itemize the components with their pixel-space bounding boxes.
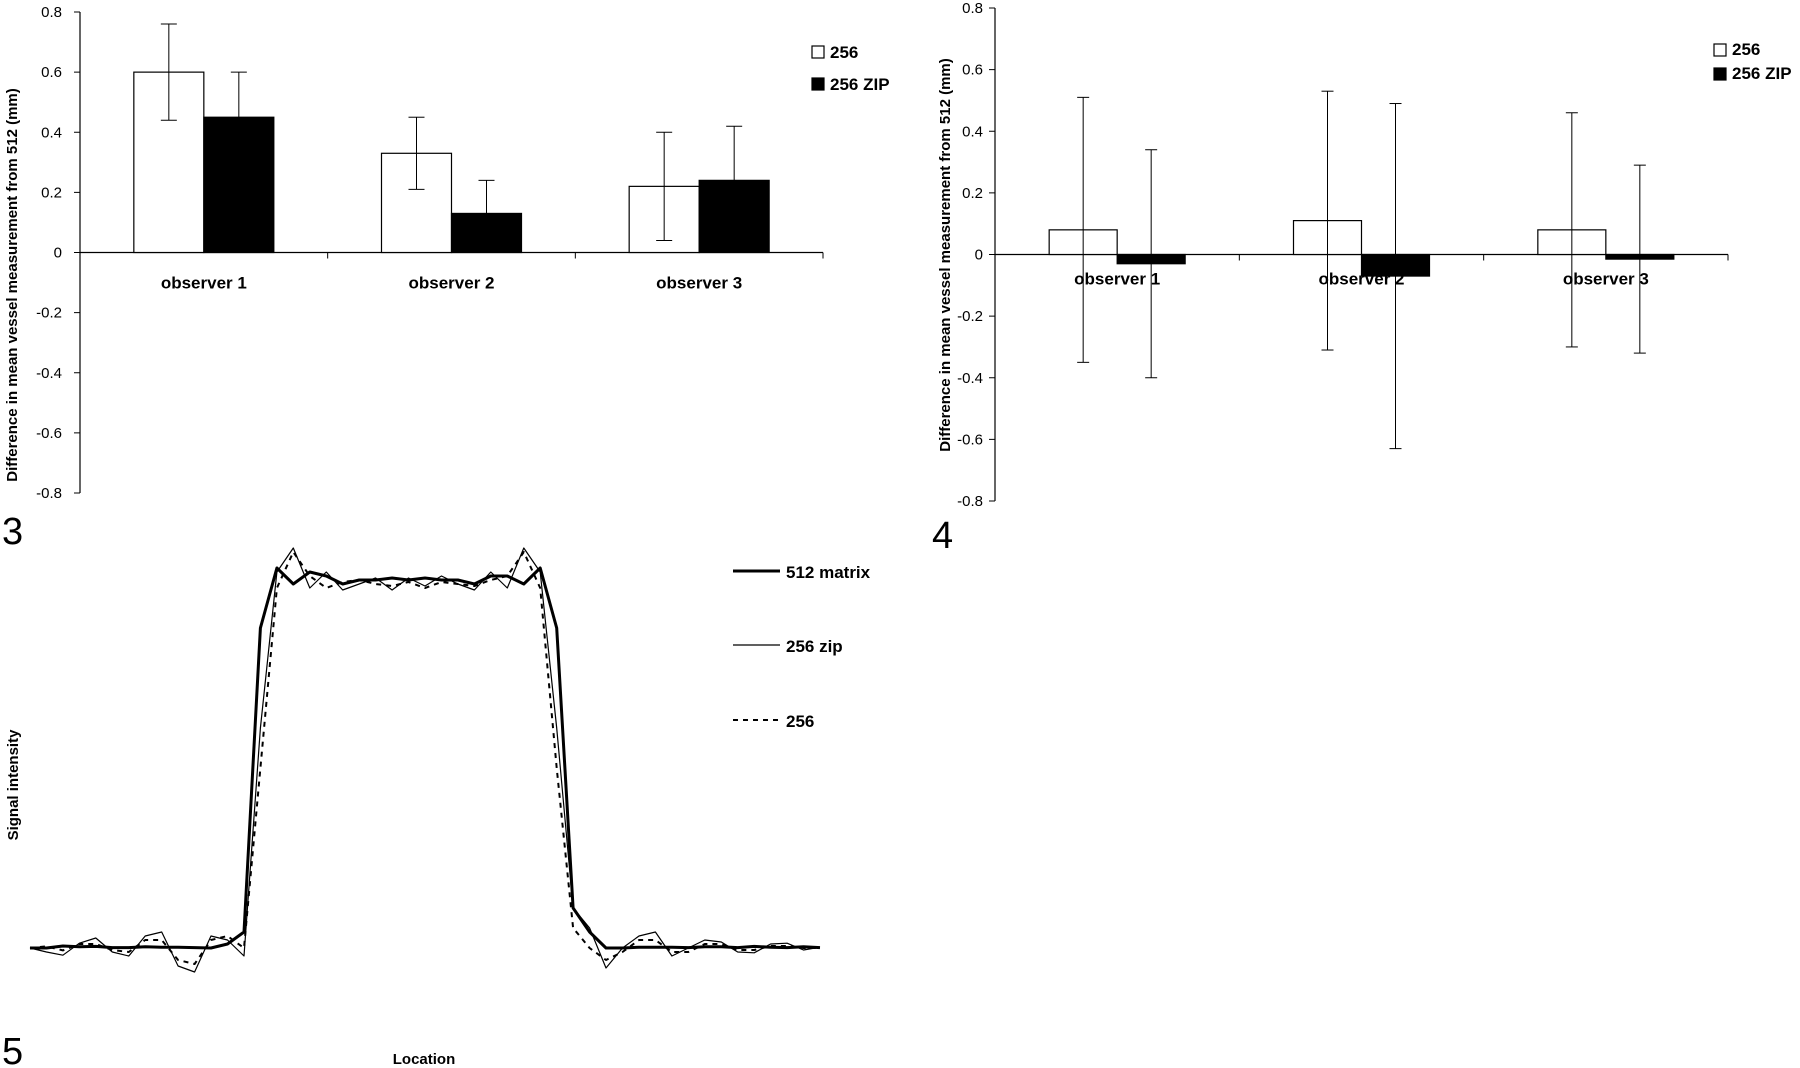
- f4-y-tick-label: -0.6: [957, 431, 983, 448]
- figure-5-legend-label-256-zip: 256 zip: [786, 637, 843, 656]
- figure-3-legend-label-256: 256: [830, 43, 858, 62]
- f4-y-tick-label: 0.6: [962, 62, 983, 79]
- f4-y-tick-label: 0.8: [962, 0, 983, 17]
- figure-3-number: 3: [2, 511, 23, 553]
- f3-y-tick-label: 0: [54, 245, 62, 262]
- figure-3-y-axis-label: Difference in mean vessel measurement fr…: [4, 88, 21, 482]
- figure-4-error-bars: [1077, 90, 1646, 450]
- f3-y-tick-label: 0.8: [41, 4, 62, 21]
- figure-5-line-chart: Signal intensity Location 512 matrix 256…: [2, 547, 871, 1068]
- f4-category-label-observer-1: observer 1: [1074, 270, 1160, 289]
- figure-3-error-bars: [160, 23, 743, 247]
- figure-4-legend: 256 256 ZIP: [1713, 40, 1792, 83]
- f4-y-tick-label: -0.8: [957, 493, 983, 510]
- figure-4-bar-chart: 0.8 0.6 0.4 0.2 0 -0.2 -0.4 -0.6 -0.8 observer 1…: [932, 0, 1792, 557]
- figure-4-legend-label-256: 256: [1732, 40, 1760, 59]
- figure-3-legend: 256 256 ZIP: [811, 43, 890, 94]
- figure-4-y-axis-label: Difference in mean vessel measurement fr…: [937, 58, 954, 452]
- figure-4-bars: [1048, 220, 1675, 277]
- f4-category-label-observer-3: observer 3: [1563, 270, 1649, 289]
- figure-3-category-labels: observer 1 observer 2 observer 3: [161, 274, 742, 293]
- figure-4-number: 4: [932, 515, 953, 557]
- figure-5-x-axis-label: Location: [393, 1051, 456, 1068]
- f4-y-tick-label: -0.2: [957, 308, 983, 325]
- figure-5-y-axis-label: Signal intensity: [5, 729, 22, 841]
- figure-5-legend: 512 matrix 256 zip 256: [733, 563, 871, 731]
- figure-4-legend-swatch-256: [1713, 43, 1727, 57]
- figure-5-legend-label-512-matrix: 512 matrix: [786, 563, 871, 582]
- f3-y-tick-label: 0.6: [41, 64, 62, 81]
- f4-y-tick-label: 0: [975, 247, 983, 264]
- f4-y-tick-label: 0.4: [962, 123, 983, 140]
- f3-y-tick-label: 0.4: [41, 124, 62, 141]
- figure-5-legend-label-256: 256: [786, 712, 814, 731]
- figure-5-series-lines: [29, 547, 821, 973]
- f4-y-tick-label: 0.2: [962, 185, 983, 202]
- figure-3-legend-label-256-zip: 256 ZIP: [830, 75, 890, 94]
- figure-3-legend-swatch-256: [811, 45, 825, 59]
- f3-y-tick-label: -0.8: [36, 485, 62, 502]
- figure-3-bar-chart: 0.8 0.6 0.4 0.2 0 -0.2 -0.4 -0.6 -0.8 observer 1…: [2, 4, 890, 553]
- figure-4-legend-swatch-256-zip: [1713, 67, 1727, 81]
- figure-3-bars: [133, 71, 770, 254]
- f3-category-label-observer-1: observer 1: [161, 274, 247, 293]
- f3-y-tick-label: 0.2: [41, 184, 62, 201]
- figure-5-series-line-256: [29, 551, 820, 965]
- figure-5-series-line-256-zip: [29, 547, 821, 973]
- figure-4-category-labels: observer 1 observer 2 observer 3: [1074, 270, 1649, 289]
- f3-category-label-observer-2: observer 2: [409, 274, 495, 293]
- figure-3-y-ticks: 0.8 0.6 0.4 0.2 0 -0.2 -0.4 -0.6 -0.8: [36, 4, 80, 502]
- figure-5-series-line-512-matrix: [30, 566, 821, 950]
- figure-3-legend-swatch-256-zip: [811, 77, 825, 91]
- f3-y-tick-label: -0.4: [36, 365, 62, 382]
- f3-y-tick-label: -0.6: [36, 425, 62, 442]
- f3-y-tick-label: -0.2: [36, 305, 62, 322]
- f4-category-label-observer-2: observer 2: [1319, 270, 1405, 289]
- f3-category-label-observer-3: observer 3: [656, 274, 742, 293]
- figure-5-number: 5: [2, 1031, 23, 1068]
- figure-4-y-ticks: 0.8 0.6 0.4 0.2 0 -0.2 -0.4 -0.6 -0.8: [957, 0, 995, 510]
- figure-4-legend-label-256-zip: 256 ZIP: [1732, 64, 1792, 83]
- f4-y-tick-label: -0.4: [957, 370, 983, 387]
